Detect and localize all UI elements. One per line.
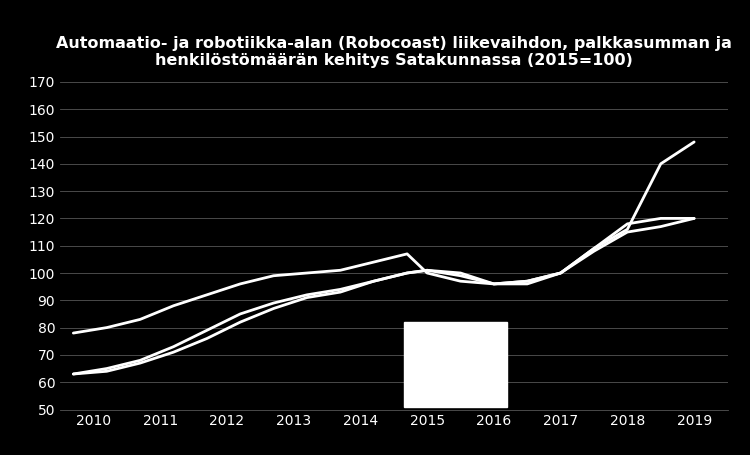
Title: Automaatio- ja robotiikka-alan (Robocoast) liikevaihdon, palkkasumman ja
henkilö: Automaatio- ja robotiikka-alan (Robocoas… xyxy=(56,36,732,68)
Bar xyxy=(404,322,507,407)
